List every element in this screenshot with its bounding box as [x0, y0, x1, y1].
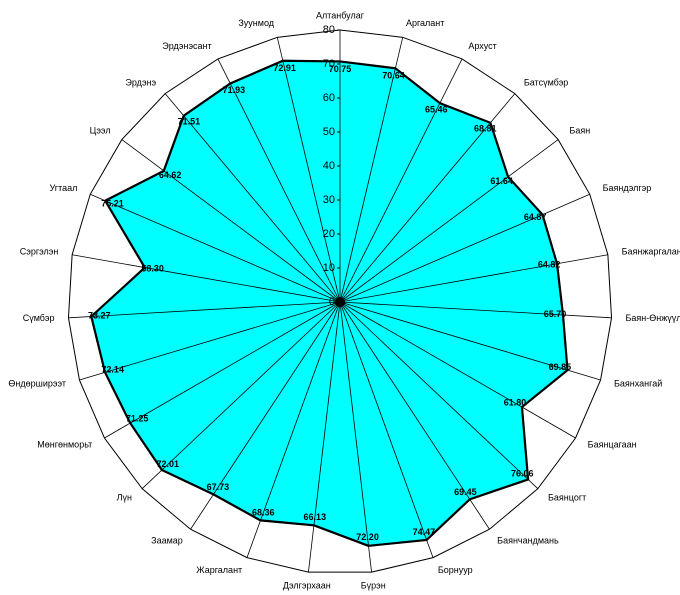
category-label: Эрдэнэ — [125, 77, 156, 87]
category-label: Баянхангай — [614, 378, 662, 388]
category-label: Алтанбулаг — [316, 10, 365, 20]
category-label: Өндөрширээт — [8, 378, 66, 388]
spoke-inner — [339, 301, 427, 541]
category-label: Баянцагаан — [588, 439, 637, 449]
value-label: 67.73 — [207, 482, 230, 492]
spoke-inner — [91, 301, 341, 317]
spoke-inner — [104, 301, 341, 373]
value-label: 68.81 — [474, 123, 497, 133]
spoke-inner — [339, 214, 543, 303]
category-label: Дэлгэрхаан — [283, 580, 331, 590]
category-label: Сүмбэр — [23, 313, 55, 323]
value-label: 72.14 — [101, 364, 124, 374]
spoke-inner — [105, 200, 341, 303]
spoke-inner — [282, 60, 341, 303]
value-label: 72.91 — [273, 63, 296, 73]
value-label: 73.27 — [88, 310, 111, 320]
spoke-inner — [339, 301, 568, 371]
spoke-inner — [183, 115, 341, 303]
category-label: Эрдэнэсант — [162, 41, 211, 51]
spoke-inner — [163, 170, 341, 303]
value-label: 72.20 — [356, 532, 379, 542]
category-label: Архуст — [468, 41, 496, 51]
value-label: 71.25 — [126, 414, 149, 424]
value-label: 61.80 — [504, 397, 527, 407]
spoke-inner — [339, 176, 509, 303]
category-label: Заамар — [151, 535, 183, 545]
value-label: 61.64 — [490, 176, 513, 186]
value-label: 71.51 — [178, 116, 201, 126]
spoke-inner — [144, 267, 341, 303]
tick-label: 60 — [323, 92, 335, 104]
value-label: 69.45 — [454, 487, 477, 497]
category-label: Жаргалант — [196, 565, 242, 575]
category-label: Сэргэлэн — [20, 247, 59, 257]
spoke-inner — [161, 301, 341, 471]
value-label: 76.06 — [511, 468, 534, 478]
tick-label: 40 — [323, 160, 335, 172]
value-label: 66.13 — [304, 512, 327, 522]
tick-label: 50 — [323, 126, 335, 138]
spoke-inner — [339, 301, 369, 546]
value-label: 64.87 — [524, 212, 547, 222]
value-label: 72.01 — [156, 459, 179, 469]
spoke-inner — [130, 301, 341, 424]
category-label: Баян-Өнжүүл — [626, 313, 680, 323]
value-label: 75.21 — [101, 198, 124, 208]
category-label: Баяндэлгэр — [603, 183, 652, 193]
spoke-inner — [260, 301, 341, 521]
spoke-inner — [313, 301, 341, 526]
tick-label: 20 — [323, 228, 335, 240]
spoke-inner — [339, 102, 441, 303]
tick-label: 80 — [323, 24, 335, 36]
value-label: 68.36 — [252, 507, 275, 517]
spoke-inner — [229, 83, 341, 303]
value-label: 74.47 — [413, 527, 436, 537]
category-label: Бүрэн — [361, 580, 386, 590]
value-label: 58.30 — [141, 263, 164, 273]
category-label: Баянцогт — [548, 493, 586, 503]
outer-ring — [67, 29, 613, 573]
category-label: Баянчандмань — [497, 535, 559, 545]
category-label: Баян — [569, 126, 590, 136]
value-label: 64.82 — [538, 259, 561, 269]
spoke-inner — [213, 301, 341, 495]
spoke-inner — [339, 301, 523, 408]
value-label: 69.85 — [549, 362, 572, 372]
value-label: 65.70 — [544, 309, 567, 319]
tick-label: 10 — [323, 262, 335, 274]
tick-label: 70 — [323, 58, 335, 70]
spoke-inner — [339, 301, 471, 500]
category-label: Лүн — [117, 493, 132, 503]
category-label: Баянжаргалан — [622, 247, 680, 257]
tick-label: 0 — [329, 296, 335, 308]
spoke-inner — [339, 122, 491, 303]
value-label: 65.46 — [425, 105, 448, 115]
category-label: Борнуур — [438, 565, 473, 575]
tick-label: 30 — [323, 194, 335, 206]
spoke-inner — [339, 263, 558, 303]
value-label: 70.75 — [329, 64, 352, 74]
spoke-inner — [339, 301, 529, 480]
value-label: 64.62 — [159, 170, 182, 180]
category-label: Цээл — [90, 126, 111, 136]
category-label: Мөнгөнморьт — [37, 439, 92, 449]
category-label: Батсүмбэр — [524, 77, 568, 87]
category-label: Аргалант — [406, 18, 444, 28]
spoke-inner — [339, 68, 396, 303]
value-label: 70.64 — [382, 70, 405, 80]
spoke-inner — [339, 301, 564, 316]
value-label: 71.93 — [223, 85, 246, 95]
category-label: Угтаал — [49, 183, 77, 193]
category-label: Зуунмод — [238, 18, 274, 28]
